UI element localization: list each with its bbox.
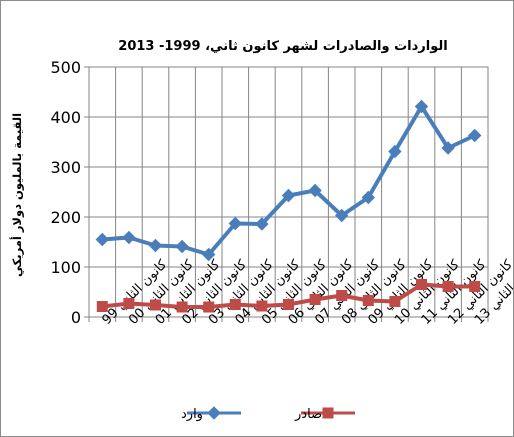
data-point-diamond [228,216,243,231]
y-tick-label: 400 [50,108,81,127]
data-point-diamond [148,238,163,253]
data-point-square [389,296,401,307]
series-2 [96,279,481,313]
y-tick-label: 200 [50,208,81,227]
data-point-diamond [414,99,429,114]
gridlines [89,67,488,317]
data-point-diamond [201,247,216,262]
axes [84,66,489,322]
data-point-diamond [361,190,376,205]
series-1 [95,99,482,262]
data-point-diamond [175,239,189,254]
chart-title: الواردات والصادرات لشهر كانون ثاني، 1999… [118,39,447,54]
legend-marker [322,407,334,419]
data-point-diamond [467,128,482,143]
y-tick-label: 500 [50,58,81,77]
data-point-square [123,298,135,309]
data-point-square [416,279,427,290]
data-point-square [469,281,481,292]
y-tick-label: 0 [71,308,81,327]
data-point-square [176,301,188,313]
data-point-square [283,299,294,310]
data-point-square [309,294,321,305]
data-point-square [362,295,374,306]
series-line [100,104,477,257]
y-tick-labels: 0 100 200 300 400 500 [50,58,81,327]
data-point-diamond [95,232,110,247]
data-point-diamond [334,208,349,223]
y-axis-label: القيمة بالمليون دولار أمريكي [9,113,25,277]
data-point-square [229,299,241,310]
data-point-diamond [441,141,455,155]
legend-label: صادر [294,407,322,422]
data-point-diamond [308,183,322,198]
data-point-diamond [281,188,296,203]
data-point-diamond [388,144,402,159]
data-point-square [256,300,268,312]
y-tick-label: 100 [50,258,81,277]
data-point-square [96,301,108,312]
series-layer [95,99,482,313]
legend-marker [207,406,221,420]
data-point-square [442,281,454,292]
data-point-square [203,301,215,313]
legend-item: صادر [294,407,355,422]
data-point-square [336,290,348,301]
data-point-square [150,299,161,311]
data-point-diamond [122,230,136,245]
legend-item: وارد [181,406,241,422]
plot-area [88,66,489,318]
legend-label: وارد [181,407,203,422]
legend: وارد صادر [181,406,355,422]
data-point-diamond [255,217,269,231]
y-tick-label: 300 [50,158,81,177]
